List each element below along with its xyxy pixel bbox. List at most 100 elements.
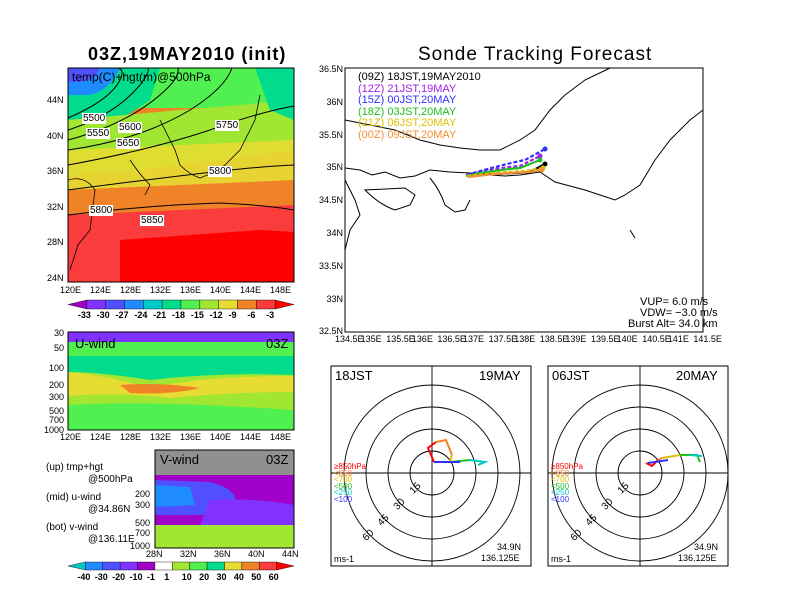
contour-label: 5600 [118, 122, 143, 133]
lat-tick: 24N [47, 272, 64, 283]
lat-tick: 44N [47, 95, 64, 105]
wind-colorbar-label: 10 [181, 572, 192, 582]
track-lon-tick: 135E [360, 334, 382, 344]
track-lat-tick: 35N [326, 162, 343, 173]
v-pressure-tick: 1000 [129, 541, 150, 551]
temp-colorbar-label: -15 [190, 310, 204, 320]
track-lon-tick: 134.5E [335, 334, 364, 344]
wind-colorbar-swatch [137, 561, 156, 571]
v-pressure-tick: 200 [134, 489, 150, 499]
wind-colorbar-label: 20 [199, 572, 210, 582]
u-lon-tick: 128E [120, 432, 142, 442]
hodograph-trace [469, 459, 489, 466]
lat-tick: 32N [47, 201, 64, 212]
u-pressure-tick: 50 [53, 343, 64, 353]
hodo-loc-lat: 34.9N [694, 542, 719, 552]
param-line: VUP= 6.0 m/s [640, 296, 709, 308]
temp-colorbar-swatch [218, 299, 238, 310]
hodograph-1 [330, 365, 532, 567]
v-pressure-tick: 700 [134, 528, 150, 538]
track-endpoint [542, 146, 548, 152]
track-endpoint [537, 153, 543, 159]
u-pressure-tick: 500 [48, 406, 64, 416]
u-pressure-tick: 200 [48, 380, 64, 390]
wind-colorbar-label: 30 [216, 572, 227, 582]
wind-colorbar-swatch [67, 561, 86, 571]
track-legend-entry: (21Z) 06JST,20MAY [358, 117, 457, 129]
wind-colorbar-label: 1 [164, 572, 170, 582]
v-lat-tick: 28N [146, 549, 163, 559]
temp-colorbar-label: -9 [228, 310, 237, 320]
track-legend-entry: (09Z) 18JST,19MAY2010 [358, 71, 481, 83]
wind-colorbar-swatch [102, 561, 121, 571]
temp-colorbar-swatch [86, 299, 106, 310]
hodo-loc-lon: 136.125E [481, 553, 520, 563]
u-pressure-tick: 100 [48, 363, 64, 373]
left-title: 03Z,19MAY2010 (init) [88, 44, 287, 64]
track-lat-tick: 32.5N [318, 326, 343, 337]
wind-colorbar-swatch [172, 561, 190, 571]
track-lon-tick: 136E [411, 334, 433, 344]
u-lon-tick: 120E [60, 432, 82, 442]
wind-colorbar-label: -40 [77, 572, 91, 582]
u-pressure-tick: 30 [53, 328, 64, 338]
hodo-level: <700 [551, 475, 570, 484]
u-pressure-tick: 1000 [43, 425, 64, 435]
temp-colorbar-swatch [274, 299, 295, 310]
lon-tick: 136E [180, 285, 202, 295]
track-legend-entry: (15Z) 00JST,20MAY [358, 94, 457, 106]
hodo-right-label: 20MAY [676, 368, 718, 383]
temp-colorbar-label: -6 [247, 310, 256, 320]
temp-colorbar-label: -33 [77, 310, 91, 320]
hodograph-trace [689, 454, 703, 457]
hodo-level: <250 [334, 488, 353, 497]
hodo-level: <500 [334, 481, 353, 491]
wind-colorbar-label: -30 [94, 572, 108, 582]
lon-tick: 144E [240, 285, 262, 295]
u-lon-tick: 144E [240, 432, 262, 442]
track-lon-tick: 137.5E [488, 334, 518, 344]
hodo-loc-lon: 136.125E [678, 553, 717, 563]
hodo-units: ms-1 [551, 554, 571, 564]
v-wind-panel [154, 449, 295, 549]
u-lon-tick: 140E [210, 432, 232, 442]
hodo-level: <250 [551, 488, 570, 497]
contour-label: 5550 [86, 128, 111, 139]
wind-colorbar-label: 50 [251, 572, 262, 582]
hodograph-trace [661, 454, 681, 459]
track-lon-tick: 140E [616, 334, 638, 344]
lon-tick: 124E [90, 285, 112, 295]
track-lon-tick: 139E [565, 334, 587, 344]
hodo-level: ≥850hPa [551, 462, 583, 471]
u-wind-panel [67, 331, 295, 431]
u-wind-time: 03Z [266, 336, 289, 351]
map-label: temp(C)+hgt(m)@500hPa [72, 70, 211, 84]
hodo-level: <700 [334, 475, 353, 484]
temp-colorbar-label: -18 [172, 310, 186, 320]
v-lat-tick: 36N [214, 549, 231, 559]
u-pressure-tick: 300 [48, 392, 64, 402]
track-lat-tick: 33.5N [318, 260, 343, 271]
wind-colorbar-swatch [276, 561, 295, 571]
contour-label: 5500 [82, 113, 107, 124]
track-lon-tick: 141E [667, 334, 689, 344]
temp-colorbar-swatch [105, 299, 125, 310]
v-lat-tick: 40N [248, 549, 265, 559]
wind-colorbar-swatch [119, 561, 138, 571]
track-lat-tick: 33N [326, 293, 343, 304]
lon-tick: 120E [60, 285, 82, 295]
note-line-sub: @136.11E [88, 534, 135, 545]
wind-colorbar-swatch [85, 561, 103, 571]
track-line [467, 168, 543, 179]
temp-colorbar-swatch [237, 299, 257, 310]
u-lon-tick: 124E [90, 432, 112, 442]
hodo-loc-lat: 34.9N [497, 542, 522, 552]
right-title: Sonde Tracking Forecast [418, 44, 653, 65]
temp-colorbar-label: -21 [153, 310, 167, 320]
temp-colorbar-swatch [256, 299, 276, 310]
track-endpoint [537, 157, 543, 163]
track-lon-tick: 137E [463, 334, 485, 344]
temp-colorbar-swatch [199, 299, 219, 310]
lon-tick: 148E [270, 285, 292, 295]
